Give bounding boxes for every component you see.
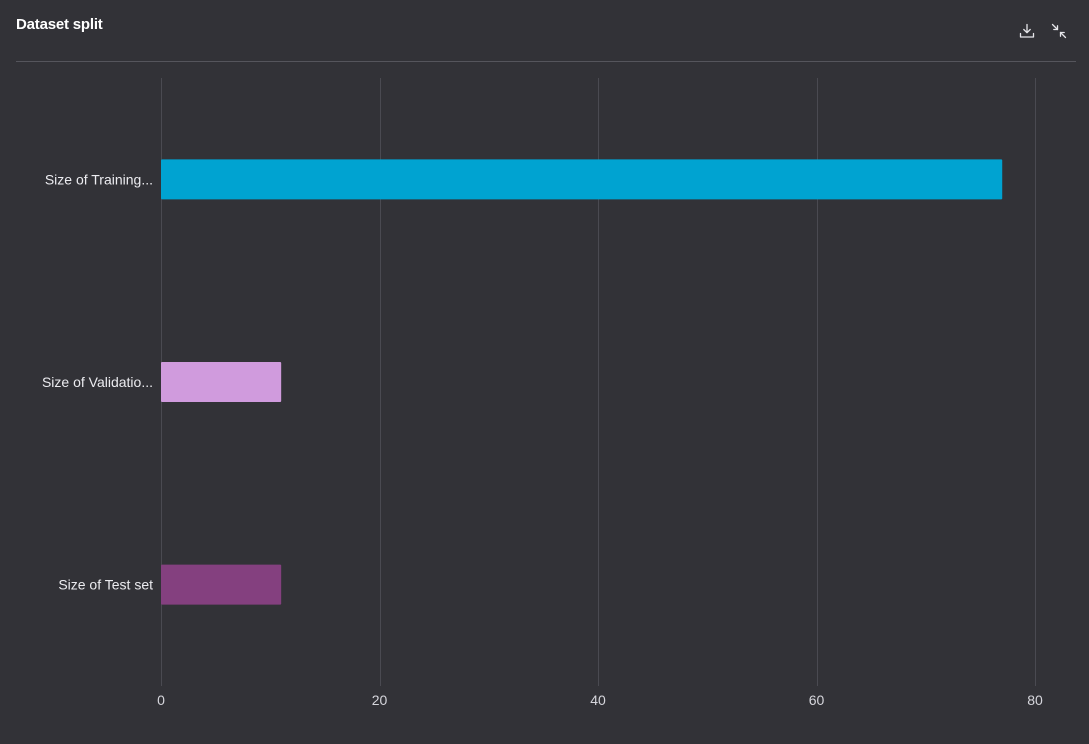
bar[interactable] [161, 159, 1003, 200]
bars [161, 159, 1003, 605]
download-icon[interactable] [1018, 22, 1036, 40]
bar[interactable] [161, 564, 282, 605]
category-labels: Size of Training... Size of Validatio... S… [42, 171, 153, 592]
category-label: Size of Test set [58, 577, 153, 593]
panel-title: Dataset split [16, 16, 103, 33]
x-tick-label: 60 [809, 692, 825, 708]
category-label: Size of Training... [45, 171, 153, 187]
x-axis-ticks: 0 20 40 60 80 [157, 692, 1043, 708]
bar-chart: Size of Training... Size of Validatio... S… [42, 78, 1043, 708]
header-actions [1018, 22, 1068, 40]
collapse-icon[interactable] [1050, 22, 1068, 40]
x-tick-label: 80 [1027, 692, 1043, 708]
x-tick-label: 0 [157, 692, 165, 708]
panel-header: Dataset split [16, 0, 1076, 62]
x-tick-label: 40 [590, 692, 606, 708]
x-tick-label: 20 [372, 692, 388, 708]
bar[interactable] [161, 362, 282, 402]
category-label: Size of Validatio... [42, 374, 153, 390]
